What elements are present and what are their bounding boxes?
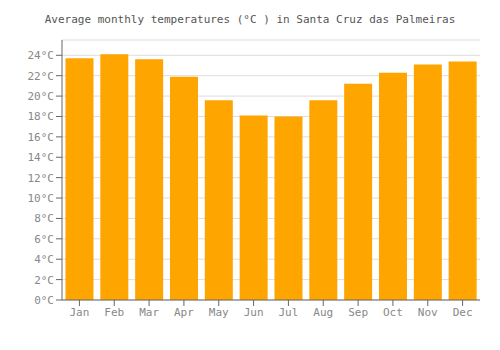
svg-text:May: May <box>209 306 229 319</box>
svg-text:Jul: Jul <box>278 306 298 319</box>
svg-text:Oct: Oct <box>383 306 403 319</box>
svg-text:Aug: Aug <box>313 306 333 319</box>
svg-text:24°C: 24°C <box>28 49 55 62</box>
svg-text:Feb: Feb <box>104 306 124 319</box>
svg-text:2°C: 2°C <box>34 274 54 287</box>
svg-text:Apr: Apr <box>174 306 194 319</box>
svg-text:0°C: 0°C <box>34 294 54 307</box>
svg-text:Mar: Mar <box>139 306 159 319</box>
svg-text:6°C: 6°C <box>34 233 54 246</box>
svg-text:Sep: Sep <box>348 306 368 319</box>
svg-text:16°C: 16°C <box>28 131 55 144</box>
svg-text:12°C: 12°C <box>28 172 55 185</box>
svg-text:18°C: 18°C <box>28 110 55 123</box>
svg-text:Nov: Nov <box>418 306 438 319</box>
svg-text:22°C: 22°C <box>28 70 55 83</box>
svg-text:10°C: 10°C <box>28 192 55 205</box>
svg-text:Dec: Dec <box>453 306 473 319</box>
html-text:Average monthly temperatures (: Average monthly temperatures (°C ) in Sa… <box>44 13 456 26</box>
svg-text:Jan: Jan <box>69 306 89 319</box>
svg-text:20°C: 20°C <box>28 90 55 103</box>
svg-text:8°C: 8°C <box>34 212 54 225</box>
svg-text:14°C: 14°C <box>28 151 55 164</box>
svg-text:Jun: Jun <box>244 306 264 319</box>
svg-text:4°C: 4°C <box>34 253 54 266</box>
